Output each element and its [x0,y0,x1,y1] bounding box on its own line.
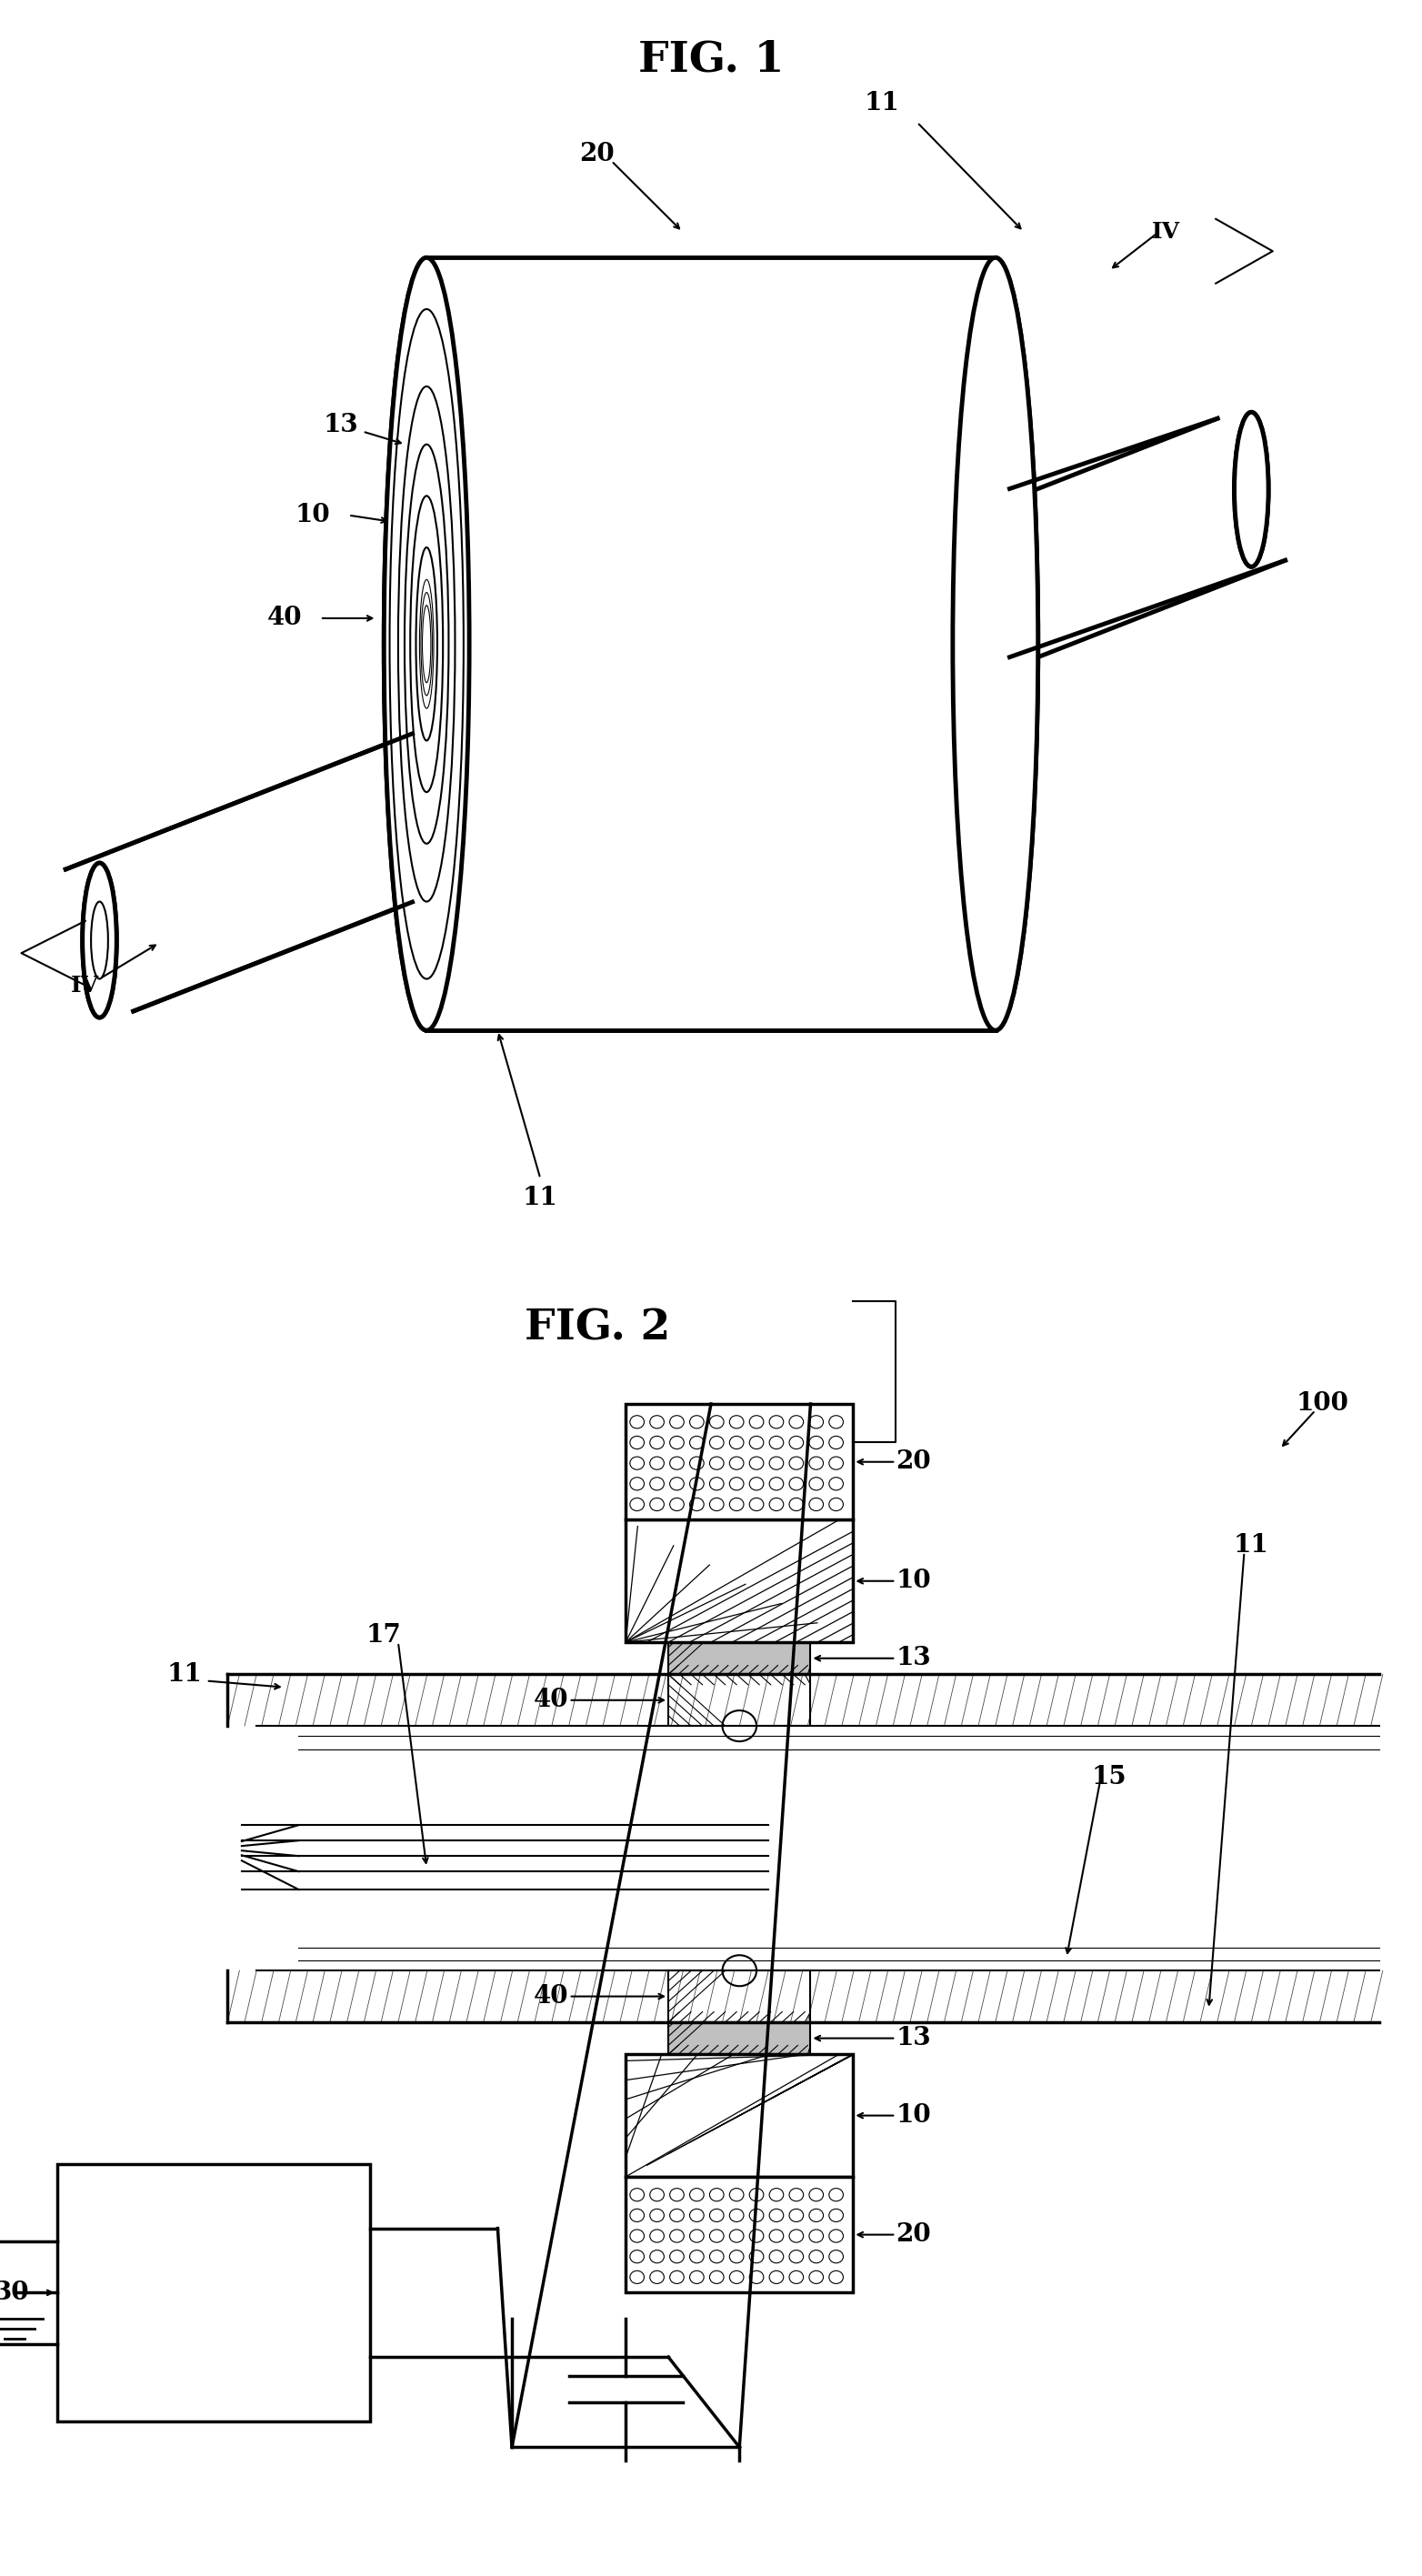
Text: 40: 40 [533,1984,569,2009]
Text: 15: 15 [1092,1765,1126,1790]
Text: FIG. 1: FIG. 1 [638,39,784,80]
Text: 13: 13 [896,1646,931,1672]
Circle shape [722,1955,757,1986]
Ellipse shape [405,443,449,845]
Ellipse shape [1234,412,1268,567]
Ellipse shape [411,495,444,793]
Bar [626,1520,853,1643]
Text: 13: 13 [324,412,358,438]
Text: 10: 10 [896,2102,931,2128]
Text: IV: IV [1152,222,1180,242]
Ellipse shape [82,863,117,1018]
Bar [668,1643,811,1674]
Polygon shape [427,258,995,1030]
Bar [626,2177,853,2293]
Text: 30: 30 [0,2280,28,2306]
Text: 17: 17 [367,1623,401,1649]
Bar [626,1404,853,1520]
Text: 11: 11 [523,1185,557,1211]
Text: 20: 20 [580,142,614,167]
Bar [668,1971,811,2022]
Bar [668,2022,811,2056]
Text: IV: IV [71,974,100,997]
Text: 13: 13 [896,2025,931,2050]
Text: 11: 11 [168,1662,202,1687]
Ellipse shape [415,546,438,742]
Ellipse shape [82,863,117,1018]
Bar [626,2056,853,2177]
Ellipse shape [384,258,469,1030]
Ellipse shape [953,258,1038,1030]
Text: 40: 40 [533,1687,569,1713]
Ellipse shape [390,309,464,979]
Text: 10: 10 [296,502,330,528]
Circle shape [722,1710,757,1741]
Ellipse shape [91,902,108,979]
Bar [57,2164,370,2421]
Ellipse shape [91,902,108,979]
Bar [668,1674,811,1726]
Text: 20: 20 [896,1450,931,1473]
Ellipse shape [953,258,1038,1030]
Ellipse shape [384,258,469,1030]
Ellipse shape [398,386,455,902]
Text: 11: 11 [865,90,899,116]
Ellipse shape [1234,412,1268,567]
Text: 10: 10 [896,1569,931,1595]
Text: 20: 20 [896,2223,931,2246]
Text: 11: 11 [1234,1533,1268,1558]
Text: 40: 40 [267,605,301,631]
Text: 100: 100 [1295,1391,1349,1417]
Text: FIG. 2: FIG. 2 [525,1309,670,1350]
